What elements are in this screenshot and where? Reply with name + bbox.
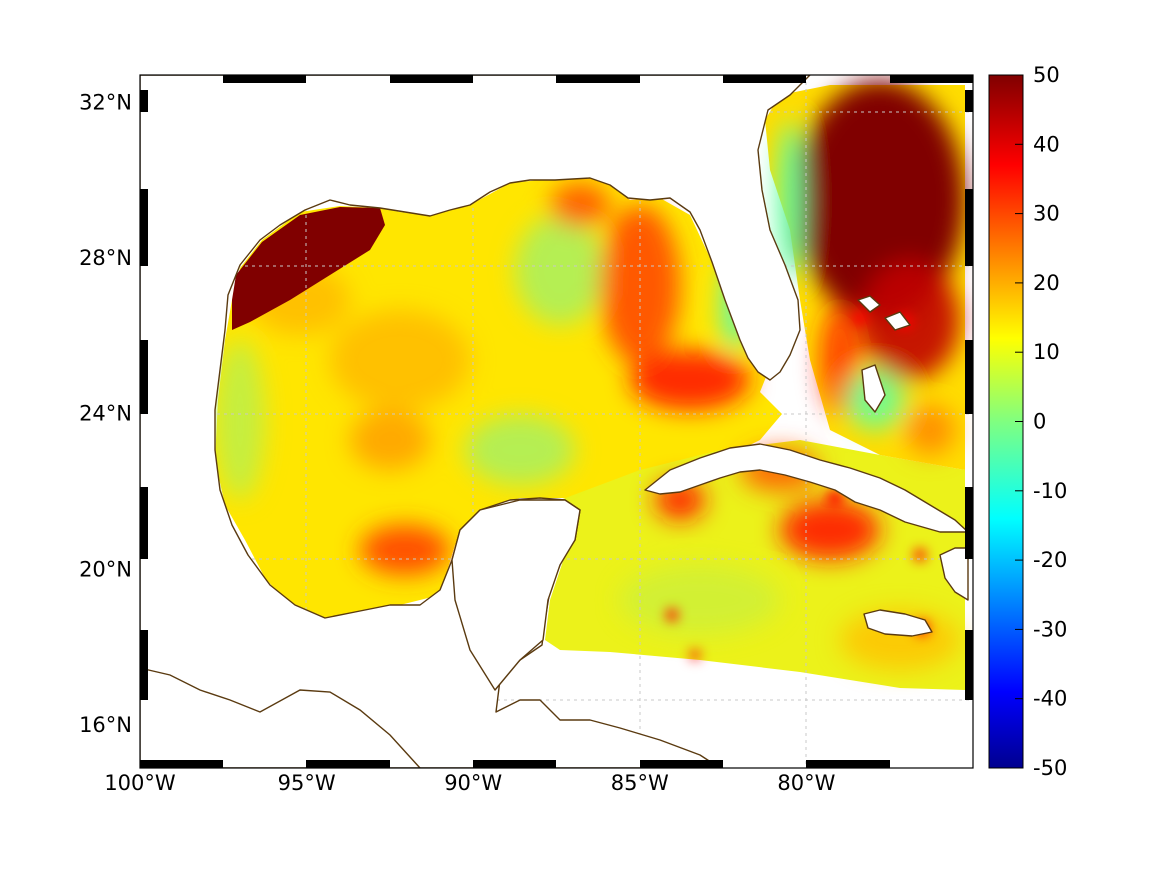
x-tick-label: 80°W (777, 771, 835, 795)
colorbar-tick-label: -30 (1033, 617, 1067, 641)
frame-left (140, 90, 148, 700)
jamaica-land (863, 609, 933, 637)
x-tick-label: 90°W (444, 771, 502, 795)
hispaniola-land (939, 547, 969, 601)
colorbar-tick-label: -40 (1033, 687, 1067, 711)
y-tick-label: 32°N (79, 90, 132, 114)
frame-bottom (140, 760, 890, 768)
y-tick-labels: 16°N 20°N 24°N 28°N 32°N (79, 90, 132, 737)
frame-right (965, 90, 973, 700)
nw-gulf-maximum (232, 207, 385, 330)
colorbar: 50 40 30 20 10 0 -10 -20 -30 -40 -50 (988, 63, 1067, 780)
colorbar-tick-label: -50 (1033, 756, 1067, 780)
y-tick-label: 20°N (79, 557, 132, 581)
x-tick-label: 100°W (104, 771, 176, 795)
map-frame (139, 74, 974, 769)
colorbar-tick-label: -10 (1033, 479, 1067, 503)
x-tick-labels: 100°W 95°W 90°W 85°W 80°W (104, 771, 835, 795)
colorbar-tick-label: 10 (1033, 340, 1060, 364)
y-tick-label: 28°N (79, 246, 132, 270)
bahamas-islands (857, 295, 881, 313)
bahamas-islands-2 (884, 311, 911, 331)
y-tick-label: 16°N (79, 713, 132, 737)
x-tick-label: 85°W (611, 771, 669, 795)
central-america-coast (139, 667, 421, 769)
colorbar-tick-labels: 50 40 30 20 10 0 -10 -20 -30 -40 -50 (1015, 63, 1067, 780)
colorbar-tick-label: 50 (1033, 63, 1060, 87)
colorbar-tick-label: 40 (1033, 132, 1060, 156)
yucatan-land (451, 499, 581, 691)
colorbar-tick-label: -20 (1033, 548, 1067, 572)
x-tick-label: 95°W (278, 771, 336, 795)
y-tick-label: 24°N (79, 402, 132, 426)
colorbar-tick-label: 30 (1033, 202, 1060, 226)
colorbar-tick-label: 20 (1033, 271, 1060, 295)
frame-top (223, 75, 973, 83)
coastlines (140, 75, 969, 768)
andros-island (861, 364, 886, 413)
cuba-land (644, 443, 969, 533)
grid-lines (140, 75, 973, 768)
colorbar-tick-label: 0 (1033, 410, 1046, 434)
